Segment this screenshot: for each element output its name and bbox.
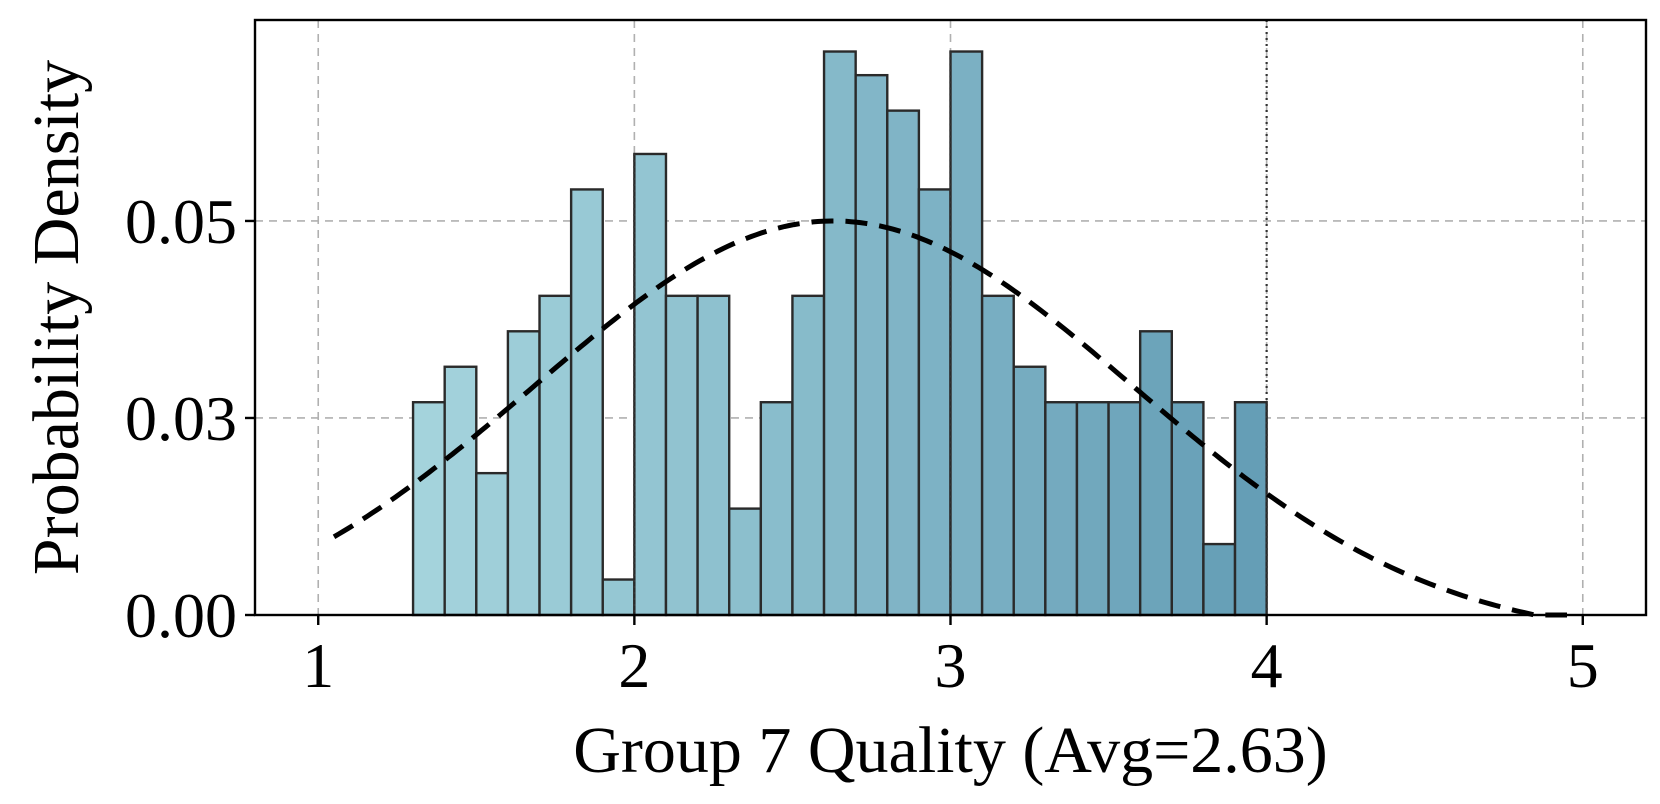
histogram-bar	[633, 152, 668, 617]
histogram-bar	[664, 294, 699, 617]
histogram-bar	[949, 50, 984, 617]
histogram-bar	[1107, 401, 1142, 617]
x-tick-label: 3	[935, 630, 967, 701]
histogram-bar	[569, 188, 604, 617]
density-curve	[332, 218, 1567, 618]
histogram-bar	[886, 109, 921, 617]
y-tick-label: 0.00	[125, 580, 237, 651]
histogram-bar	[1138, 330, 1173, 617]
x-tick-label: 2	[618, 630, 650, 701]
histogram-bar	[1075, 401, 1110, 617]
histogram-bar	[791, 294, 826, 617]
y-tick-label: 0.05	[125, 186, 237, 257]
x-tick-label: 5	[1567, 630, 1599, 701]
y-tick-label: 0.03	[125, 383, 237, 454]
histogram-bar	[854, 73, 889, 617]
histogram-bar	[917, 188, 952, 617]
y-axis-label: Probability Density	[20, 60, 93, 575]
histogram-bar	[538, 294, 573, 617]
histogram-bars	[411, 50, 1268, 617]
histogram-bar	[728, 507, 763, 617]
histogram-bar	[475, 471, 510, 617]
histogram-bar	[1044, 401, 1079, 617]
axis-ticks: 1 2 3 4 5 0.00 0.03 0.05	[125, 186, 1599, 701]
histogram-bar	[411, 401, 446, 617]
histogram-bar	[506, 330, 541, 617]
histogram-bar	[1012, 365, 1047, 617]
x-tick-label: 4	[1251, 630, 1283, 701]
histogram-bar	[601, 578, 636, 617]
histogram-bar	[1202, 542, 1237, 617]
histogram-bar	[822, 50, 857, 617]
histogram-bar	[696, 294, 731, 617]
density-curve-layer	[332, 218, 1567, 618]
histogram-bar	[759, 401, 794, 617]
histogram-bar	[443, 365, 478, 617]
histogram-bar	[980, 294, 1015, 617]
histogram-bar	[1233, 401, 1268, 617]
reference-lines	[633, 20, 1268, 615]
x-tick-label: 1	[302, 630, 334, 701]
x-axis-label: Group 7 Quality (Avg=2.63)	[573, 714, 1328, 787]
